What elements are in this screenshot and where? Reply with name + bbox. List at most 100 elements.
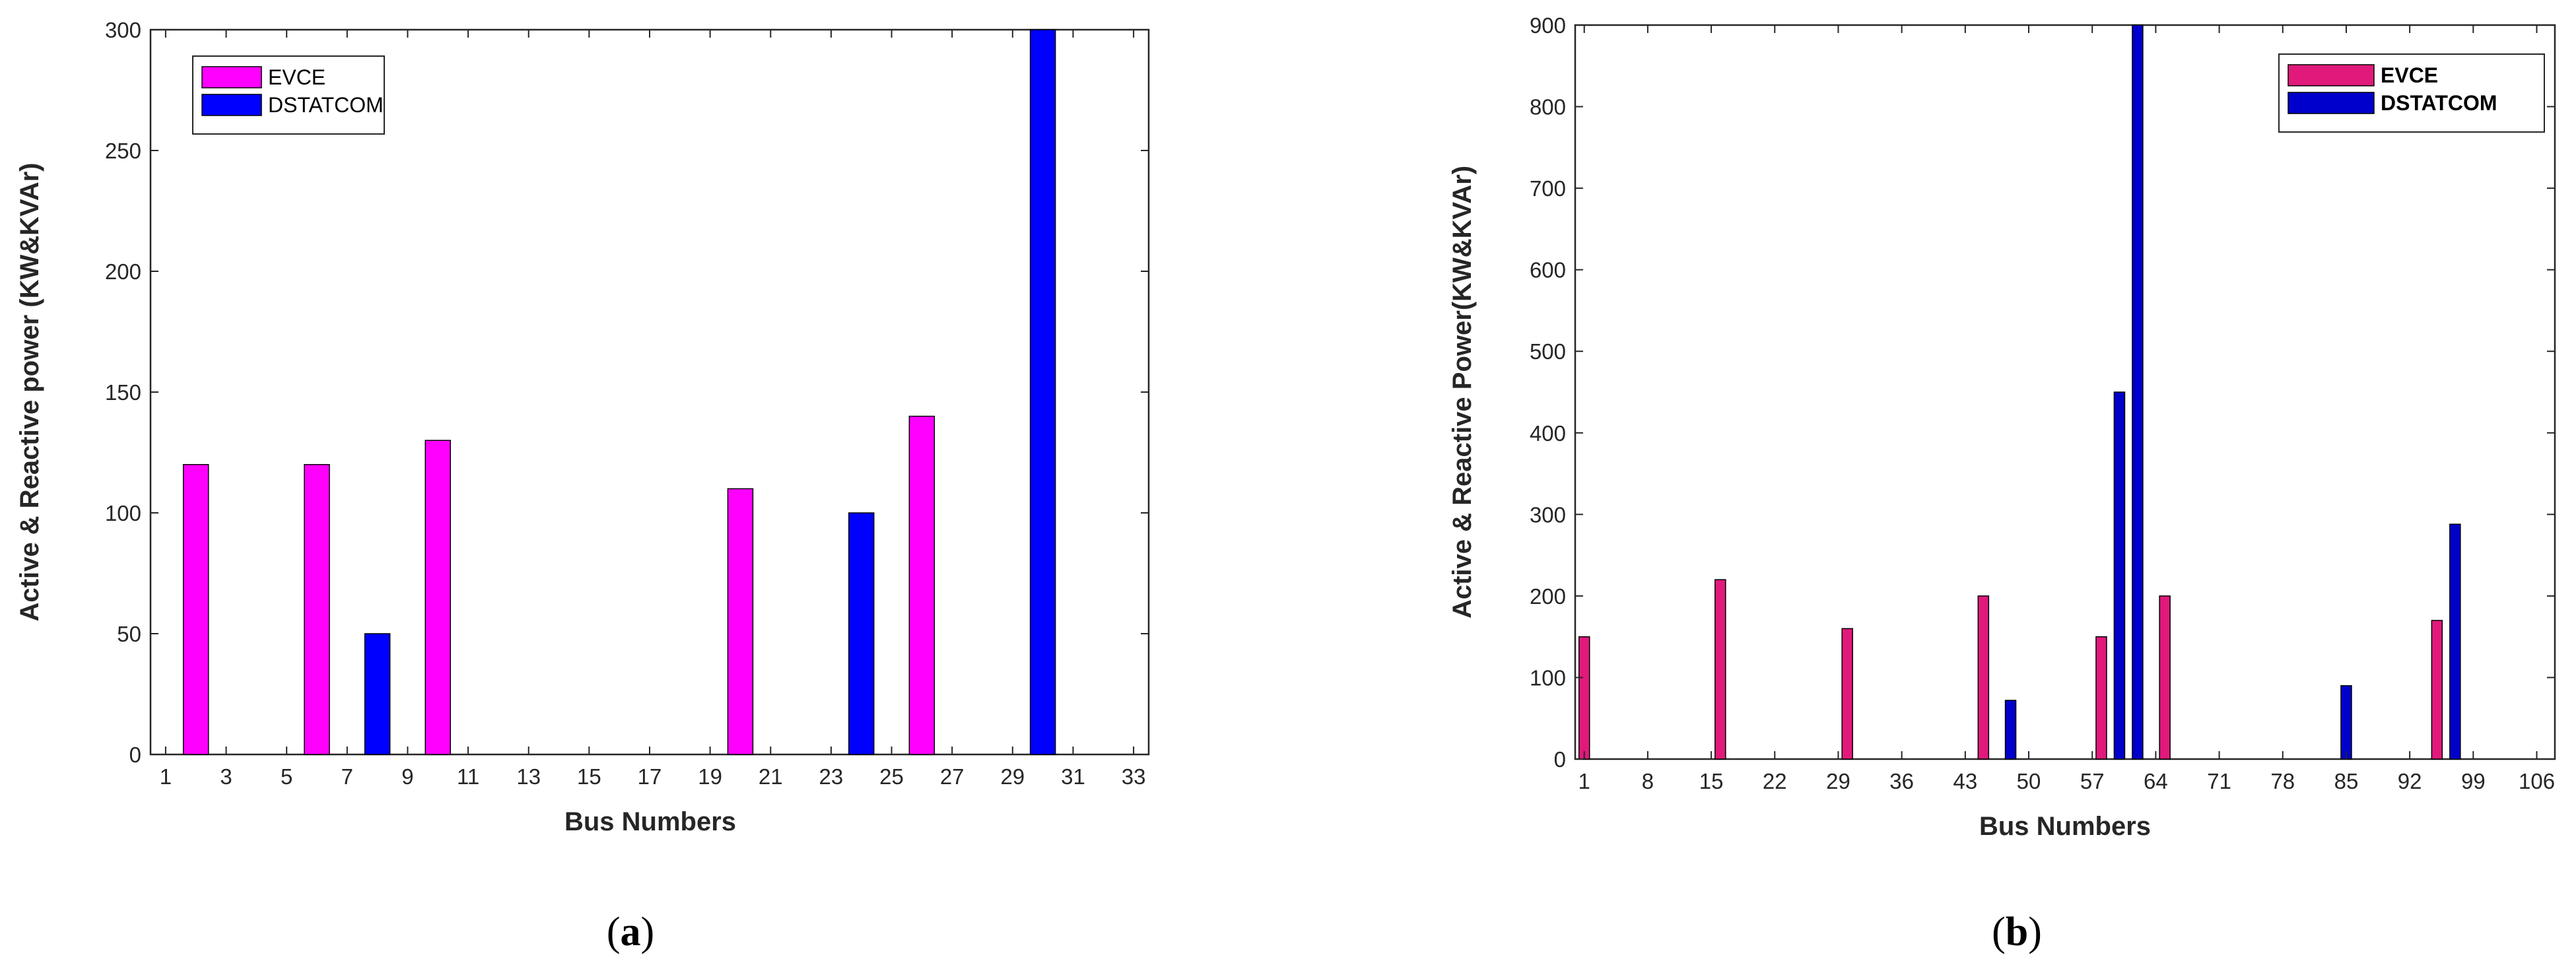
y-tick-label-a: 100	[105, 501, 141, 525]
y-tick-label-b: 200	[1530, 584, 1566, 609]
y-axis-label-a: Active & Reactive power (KW&KVAr)	[15, 163, 44, 622]
x-tick-label-a: 25	[879, 764, 904, 789]
x-tick-label-b: 106	[2519, 769, 2555, 793]
legend-swatch-dstatcom-b	[2288, 92, 2375, 114]
x-tick-label-a: 3	[220, 764, 232, 789]
x-tick-label-a: 21	[759, 764, 783, 789]
x-tick-label-b: 64	[2144, 769, 2168, 793]
x-tick-label-a: 17	[638, 764, 662, 789]
x-tick-label-b: 1	[1578, 769, 1590, 793]
x-tick-label-b: 57	[2080, 769, 2105, 793]
y-tick-label-a: 200	[105, 259, 141, 284]
bar-dstatcom-b	[2132, 24, 2144, 760]
x-tick-label-a: 27	[940, 764, 965, 789]
x-tick-label-a: 23	[819, 764, 844, 789]
caption-letter-b: b	[2006, 910, 2028, 954]
plot-area-a	[149, 28, 1150, 756]
caption-close-paren-a: )	[641, 910, 655, 954]
x-tick-label-a: 33	[1122, 764, 1146, 789]
bar-evce-a	[304, 464, 330, 755]
bar-dstatcom-a	[848, 512, 875, 755]
caption-open-paren-b: (	[1992, 910, 2006, 954]
bar-evce-a	[908, 415, 935, 755]
bar-dstatcom-a	[1029, 29, 1056, 755]
plot-area-b	[1574, 24, 2556, 760]
chart-panel-b: 1 8 15 22 29 36 43 50 57 64 71 78 85 92 99 106 0 100 200 30…	[1448, 13, 2556, 954]
y-tick-label-b: 700	[1530, 176, 1566, 201]
y-tick-label-b: 0	[1554, 747, 1566, 772]
bar-evce-b	[2431, 620, 2443, 760]
bars-a	[182, 29, 1056, 755]
legend-b: EVCE DSTATCOM	[2278, 53, 2545, 133]
x-tick-label-a: 7	[341, 764, 353, 789]
x-tick-label-b: 92	[2398, 769, 2422, 793]
bar-dstatcom-b	[2113, 391, 2126, 760]
caption-open-paren-a: (	[607, 910, 621, 954]
y-tick-label-b: 300	[1530, 502, 1566, 527]
y-tick-label-b: 500	[1530, 339, 1566, 364]
legend-swatch-evce-a	[201, 66, 262, 88]
bar-evce-b	[1977, 595, 1990, 760]
panel-caption-b: (b)	[1992, 910, 2042, 954]
x-tick-label-b: 71	[2207, 769, 2231, 793]
x-tick-label-a: 9	[401, 764, 413, 789]
x-tick-label-a: 15	[577, 764, 601, 789]
panel-caption-a: (a)	[607, 910, 654, 954]
x-tick-label-a: 13	[516, 764, 541, 789]
x-tick-label-b: 22	[1763, 769, 1787, 793]
x-axis-label-a: Bus Numbers	[564, 807, 736, 836]
chart-panel-a: 1 3 5 7 9 11 13 15 17 19 21 23 25 27 29 31 3305010015020…	[15, 18, 1150, 954]
x-tick-label-b: 85	[2334, 769, 2359, 793]
bar-dstatcom-b	[2004, 700, 2017, 760]
y-tick-label-b: 600	[1530, 258, 1566, 283]
caption-close-paren-b: )	[2028, 910, 2042, 954]
bar-evce-a	[182, 464, 209, 755]
bar-evce-b	[1841, 628, 1853, 760]
x-tick-label-a: 29	[1000, 764, 1025, 789]
bar-evce-b	[1714, 579, 1726, 760]
x-tick-label-a: 1	[160, 764, 172, 789]
legend-label-dstatcom-a: DSTATCOM	[268, 93, 384, 117]
x-tick-label-b: 15	[1699, 769, 1724, 793]
x-tick-label-a: 19	[698, 764, 722, 789]
x-tick-label-b: 50	[2017, 769, 2041, 793]
axis-ticks-b: 1 8 15 22 29 36 43 50 57 64 71 78 85 92 99 106 0 100 200 30…	[1530, 13, 2555, 793]
caption-letter-a: a	[621, 910, 641, 954]
bar-evce-a	[727, 488, 754, 755]
legend-label-dstatcom-b: DSTATCOM	[2381, 91, 2497, 115]
x-tick-label-b: 78	[2270, 769, 2295, 793]
y-tick-label-a: 150	[105, 380, 141, 405]
legend-a: EVCE DSTATCOM	[192, 55, 385, 135]
y-tick-label-b: 900	[1530, 13, 1566, 38]
y-tick-label-b: 400	[1530, 421, 1566, 446]
x-tick-label-a: 5	[281, 764, 292, 789]
y-tick-label-b: 100	[1530, 665, 1566, 690]
x-tick-label-b: 36	[1889, 769, 1914, 793]
bar-evce-b	[1578, 636, 1590, 760]
y-tick-label-a: 300	[105, 18, 141, 42]
legend-label-evce-a: EVCE	[268, 65, 325, 89]
y-tick-label-a: 0	[129, 743, 141, 767]
x-axis-label-b: Bus Numbers	[1979, 812, 2151, 841]
y-tick-label-a: 250	[105, 139, 141, 163]
bar-dstatcom-b	[2340, 685, 2352, 760]
y-tick-label-b: 800	[1530, 95, 1566, 119]
legend-label-evce-b: EVCE	[2381, 63, 2438, 87]
bar-evce-a	[424, 440, 452, 755]
y-tick-label-a: 50	[117, 622, 141, 646]
y-axis-label-b: Active & Reactive Power(KW&KVAr)	[1448, 166, 1477, 618]
bar-evce-b	[2159, 595, 2171, 760]
x-tick-label-a: 31	[1061, 764, 1085, 789]
axis-ticks-a: 1 3 5 7 9 11 13 15 17 19 21 23 25 27 29 31 3305010015020…	[105, 18, 1149, 789]
bar-dstatcom-b	[2449, 523, 2461, 760]
bar-dstatcom-a	[364, 633, 391, 755]
bars-b	[1578, 24, 2461, 760]
legend-swatch-dstatcom-a	[201, 94, 262, 116]
x-tick-label-b: 29	[1826, 769, 1850, 793]
x-tick-label-b: 43	[1953, 769, 1977, 793]
legend-swatch-evce-b	[2288, 64, 2375, 86]
x-tick-label-b: 99	[2461, 769, 2486, 793]
x-tick-label-b: 8	[1642, 769, 1654, 793]
x-tick-label-a: 11	[457, 764, 479, 789]
